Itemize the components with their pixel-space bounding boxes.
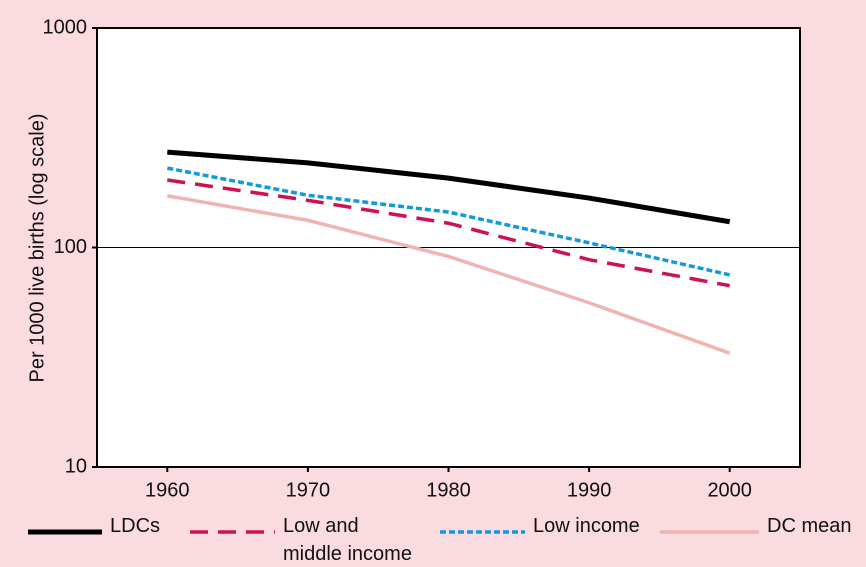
legend-label: LDCs [110, 515, 160, 537]
y-tick-label: 1000 [43, 16, 88, 38]
legend-label: Low and middle income [283, 515, 412, 565]
x-tick-label: 1990 [567, 479, 612, 501]
legend-label: DC mean [767, 515, 851, 537]
x-tick-label: 1980 [426, 479, 471, 501]
series-line [166, 194, 731, 355]
y-axis-label: Per 1000 live births (log scale) [26, 113, 48, 382]
series-line [167, 149, 731, 225]
x-tick-label: 1970 [286, 479, 331, 501]
series-line [167, 178, 731, 288]
legend-label: Low income [533, 515, 640, 537]
y-tick-label: 10 [65, 455, 87, 477]
series-line [166, 166, 731, 277]
x-tick-label: 1960 [145, 479, 190, 501]
y-tick-label: 100 [54, 236, 87, 258]
x-tick-label: 2000 [707, 479, 752, 501]
